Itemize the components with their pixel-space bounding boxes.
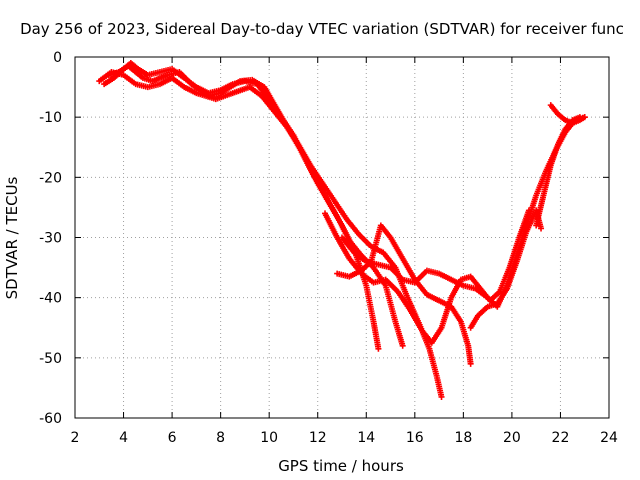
series-track-2	[105, 63, 406, 349]
plot-frame	[74, 56, 610, 419]
y-tick-label: 0	[53, 50, 62, 66]
grid	[75, 57, 609, 418]
x-tick-label: 18	[454, 430, 472, 446]
data-point	[467, 360, 474, 367]
x-axis-label: GPS time / hours	[278, 457, 404, 475]
x-tick-label: 8	[216, 430, 225, 446]
y-tick-labels: 0 -10 -20 -30 -40 -50 -60	[39, 50, 62, 427]
data-point	[581, 114, 588, 121]
y-tick-label: -10	[39, 110, 62, 126]
series-track-9	[547, 102, 588, 127]
series-track-3	[96, 69, 445, 400]
y-axis-label: SDTVAR / TECUs	[3, 176, 21, 299]
x-tick-label: 20	[503, 430, 521, 446]
y-tick-label: -50	[39, 351, 62, 367]
data-point	[375, 345, 382, 352]
chart-title: Day 256 of 2023, Sidereal Day-to-day VTE…	[20, 20, 624, 38]
x-tick-label: 22	[552, 430, 570, 446]
series-track-8	[533, 114, 583, 229]
y-tick-label: -20	[39, 170, 62, 186]
x-tick-label: 2	[71, 430, 80, 446]
data-series	[96, 60, 588, 400]
x-tick-label: 4	[119, 430, 128, 446]
x-tick-label: 12	[309, 430, 327, 446]
x-tick-labels: 2 4 6 8 10 12 14 16 18 20 22 24	[71, 430, 618, 446]
x-tick-label: 10	[260, 430, 278, 446]
data-point	[538, 225, 545, 232]
data-point	[438, 393, 445, 400]
x-tick-label: 24	[600, 430, 618, 446]
y-tick-label: -30	[39, 231, 62, 247]
x-tick-label: 16	[406, 430, 424, 446]
data-point	[399, 342, 406, 349]
y-tick-label: -60	[39, 411, 62, 427]
y-tick-label: -40	[39, 291, 62, 307]
x-tick-label: 6	[168, 430, 177, 446]
x-tick-label: 14	[357, 430, 375, 446]
